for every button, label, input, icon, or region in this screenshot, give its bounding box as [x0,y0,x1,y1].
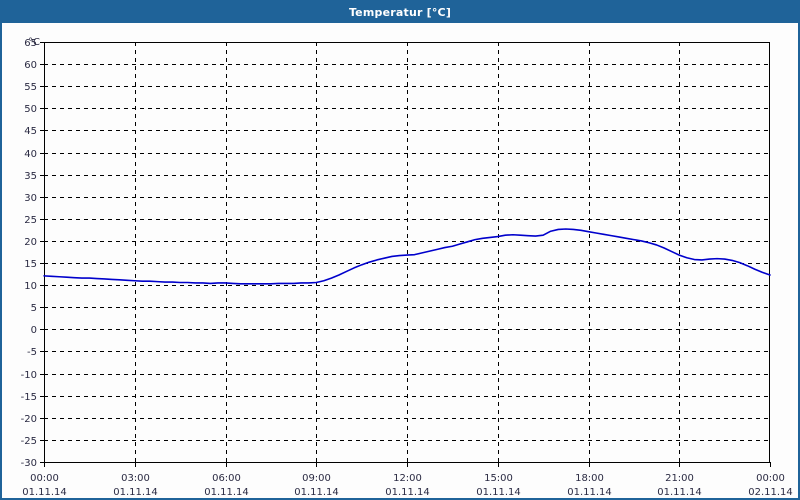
x-axis-tick-labels: 00:00 01.11.14 03:00 01.11.14 06:00 01.11.14 0… [22,473,793,498]
y-axis-tick-label: 45 [24,126,37,137]
x-axis-tick-time: 21:00 [665,473,694,484]
x-axis-tick-date: 01.11.14 [113,487,158,498]
x-axis-tick-time: 03:00 [121,473,150,484]
y-axis-tick-label: 35 [24,171,37,182]
chart-background [2,23,798,498]
x-axis-tick-date: 01.11.14 [385,487,430,498]
y-axis-unit-label: °C [28,37,40,48]
y-axis-tick-label: -20 [21,414,37,425]
x-axis-tick-time: 12:00 [393,473,422,484]
x-axis-tick-date: 01.11.14 [204,487,249,498]
x-axis-tick-time: 18:00 [575,473,604,484]
gridlines-group [44,42,770,462]
y-axis-tick-label: 50 [24,104,37,115]
x-axis-tick-time: 06:00 [212,473,241,484]
y-axis-tick-label: -10 [21,370,37,381]
y-axis-tick-label: 5 [31,303,37,314]
y-axis-tick-label: 65 [24,38,37,49]
y-axis-tick-label: 25 [24,215,37,226]
x-axis-tick-time: 00:00 [30,473,59,484]
x-axis-tick-time: 00:00 [756,473,785,484]
axes-group [40,41,772,467]
y-axis-tick-label: 15 [24,259,37,270]
chart-area: 65 60 55 50 45 40 35 30 25 20 15 10 5 0 -5 -10 -15 -20 -25… [2,23,798,498]
window-title-bar: Temperatur [°C] [2,2,798,23]
y-axis-tick-label: 55 [24,82,37,93]
data-series-group [43,228,771,285]
y-axis-tick-label: 40 [24,149,37,160]
y-axis-tick-label: 20 [24,237,37,248]
y-axis-tick-label: 30 [24,193,37,204]
y-axis-tick-label: 0 [31,325,37,336]
x-axis-tick-time: 09:00 [302,473,331,484]
x-axis-tick-date: 02.11.14 [748,487,793,498]
y-axis-tick-labels: 65605550454035302520151050-5-10-15-20-25… [21,38,37,469]
y-axis-tick-label: -25 [21,436,37,447]
series-line-temperatur [43,228,771,285]
x-axis-tick-date: 01.11.14 [294,487,339,498]
y-axis-tick-label: 10 [24,281,37,292]
x-axis-tick-date: 01.11.14 [657,487,702,498]
y-axis-tick-label: 60 [24,60,37,71]
y-axis-tick-label: -30 [21,458,37,469]
x-axis-tick-time: 15:00 [484,473,513,484]
temperature-line-chart: 65605550454035302520151050-5-10-15-20-25… [2,23,798,498]
y-axis-tick-label: -15 [21,392,37,403]
x-axis-tick-date: 01.11.14 [567,487,612,498]
page-title: Temperatur [°C] [348,6,452,19]
y-axis-tick-label: -5 [27,347,37,358]
x-axis-tick-date: 01.11.14 [476,487,521,498]
x-axis-tick-date: 01.11.14 [22,487,67,498]
